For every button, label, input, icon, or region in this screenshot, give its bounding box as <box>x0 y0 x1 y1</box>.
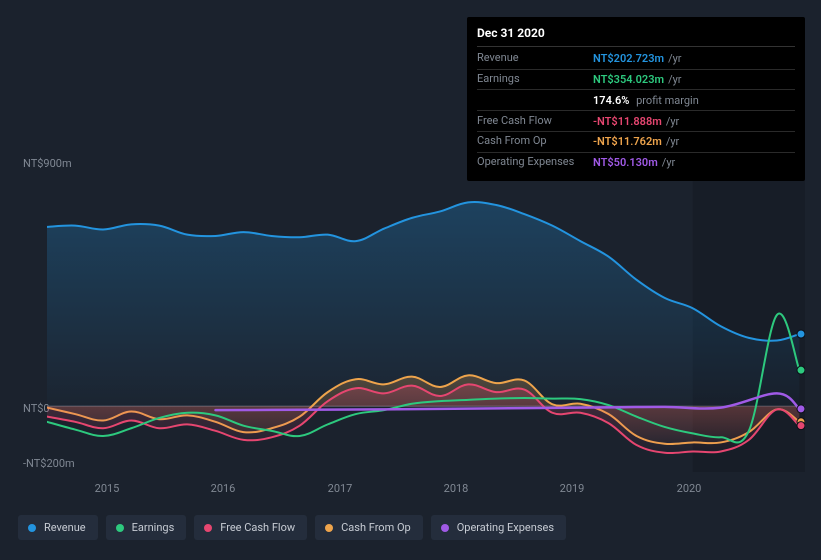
tooltip-metric-label: Cash From Op <box>477 133 593 150</box>
legend-label: Earnings <box>132 521 175 534</box>
x-tick-label: 2018 <box>444 482 469 495</box>
tooltip-row: Free Cash Flow-NT$11.888m/yr <box>477 111 795 132</box>
legend-item[interactable]: Revenue <box>18 515 98 540</box>
legend-dot-icon <box>28 524 36 532</box>
tooltip-metric-unit: /yr <box>662 156 675 169</box>
legend-dot-icon <box>325 524 333 532</box>
x-tick-label: 2020 <box>677 482 702 495</box>
tooltip-metric-label: Revenue <box>477 50 593 67</box>
tooltip-row: Cash From Op-NT$11.762m/yr <box>477 132 795 153</box>
tooltip-profit-margin-label: profit margin <box>633 94 698 107</box>
tooltip-row: 174.6% profit margin <box>477 90 795 111</box>
y-tick-label: NT$900m <box>23 157 72 170</box>
tooltip-row: EarningsNT$354.023m/yr <box>477 70 795 91</box>
x-tick-label: 2019 <box>560 482 585 495</box>
legend-item[interactable]: Earnings <box>106 515 187 540</box>
legend-label: Cash From Op <box>341 521 411 534</box>
legend-item[interactable]: Cash From Op <box>315 515 423 540</box>
chart-legend: Revenue Earnings Free Cash Flow Cash From O… <box>18 515 566 540</box>
x-tick-label: 2017 <box>328 482 353 495</box>
tooltip-metric-value: NT$202.723m <box>593 52 664 65</box>
tooltip-metric-unit: /yr <box>668 73 681 86</box>
x-tick-label: 2015 <box>95 482 120 495</box>
tooltip-metric-label: Earnings <box>477 71 593 88</box>
tooltip-metric-label: Operating Expenses <box>477 154 593 171</box>
tooltip-metric-unit: /yr <box>668 52 681 65</box>
tooltip-metric-label: Free Cash Flow <box>477 113 593 130</box>
y-tick-label: NT$0 <box>23 402 50 415</box>
tooltip-metric-value: -NT$11.762m <box>593 135 662 148</box>
tooltip-metric-unit: /yr <box>666 135 679 148</box>
chart-tooltip: Dec 31 2020 RevenueNT$202.723m/yrEarning… <box>467 17 805 181</box>
tooltip-profit-margin-pct: 174.6% <box>593 94 629 107</box>
legend-item[interactable]: Operating Expenses <box>431 515 566 540</box>
x-tick-label: 2016 <box>211 482 236 495</box>
legend-label: Revenue <box>44 521 86 534</box>
tooltip-date: Dec 31 2020 <box>477 25 795 47</box>
legend-label: Free Cash Flow <box>220 521 295 534</box>
financial-chart[interactable] <box>47 174 805 475</box>
tooltip-metric-value: NT$50.130m <box>593 156 658 169</box>
legend-dot-icon <box>116 524 124 532</box>
legend-dot-icon <box>204 524 212 532</box>
tooltip-metric-value: NT$354.023m <box>593 73 664 86</box>
legend-dot-icon <box>441 524 449 532</box>
legend-label: Operating Expenses <box>457 521 554 534</box>
tooltip-row: Operating ExpensesNT$50.130m/yr <box>477 153 795 173</box>
tooltip-metric-value: -NT$11.888m <box>593 115 662 128</box>
tooltip-row: RevenueNT$202.723m/yr <box>477 49 795 70</box>
tooltip-metric-unit: /yr <box>666 115 679 128</box>
legend-item[interactable]: Free Cash Flow <box>194 515 307 540</box>
